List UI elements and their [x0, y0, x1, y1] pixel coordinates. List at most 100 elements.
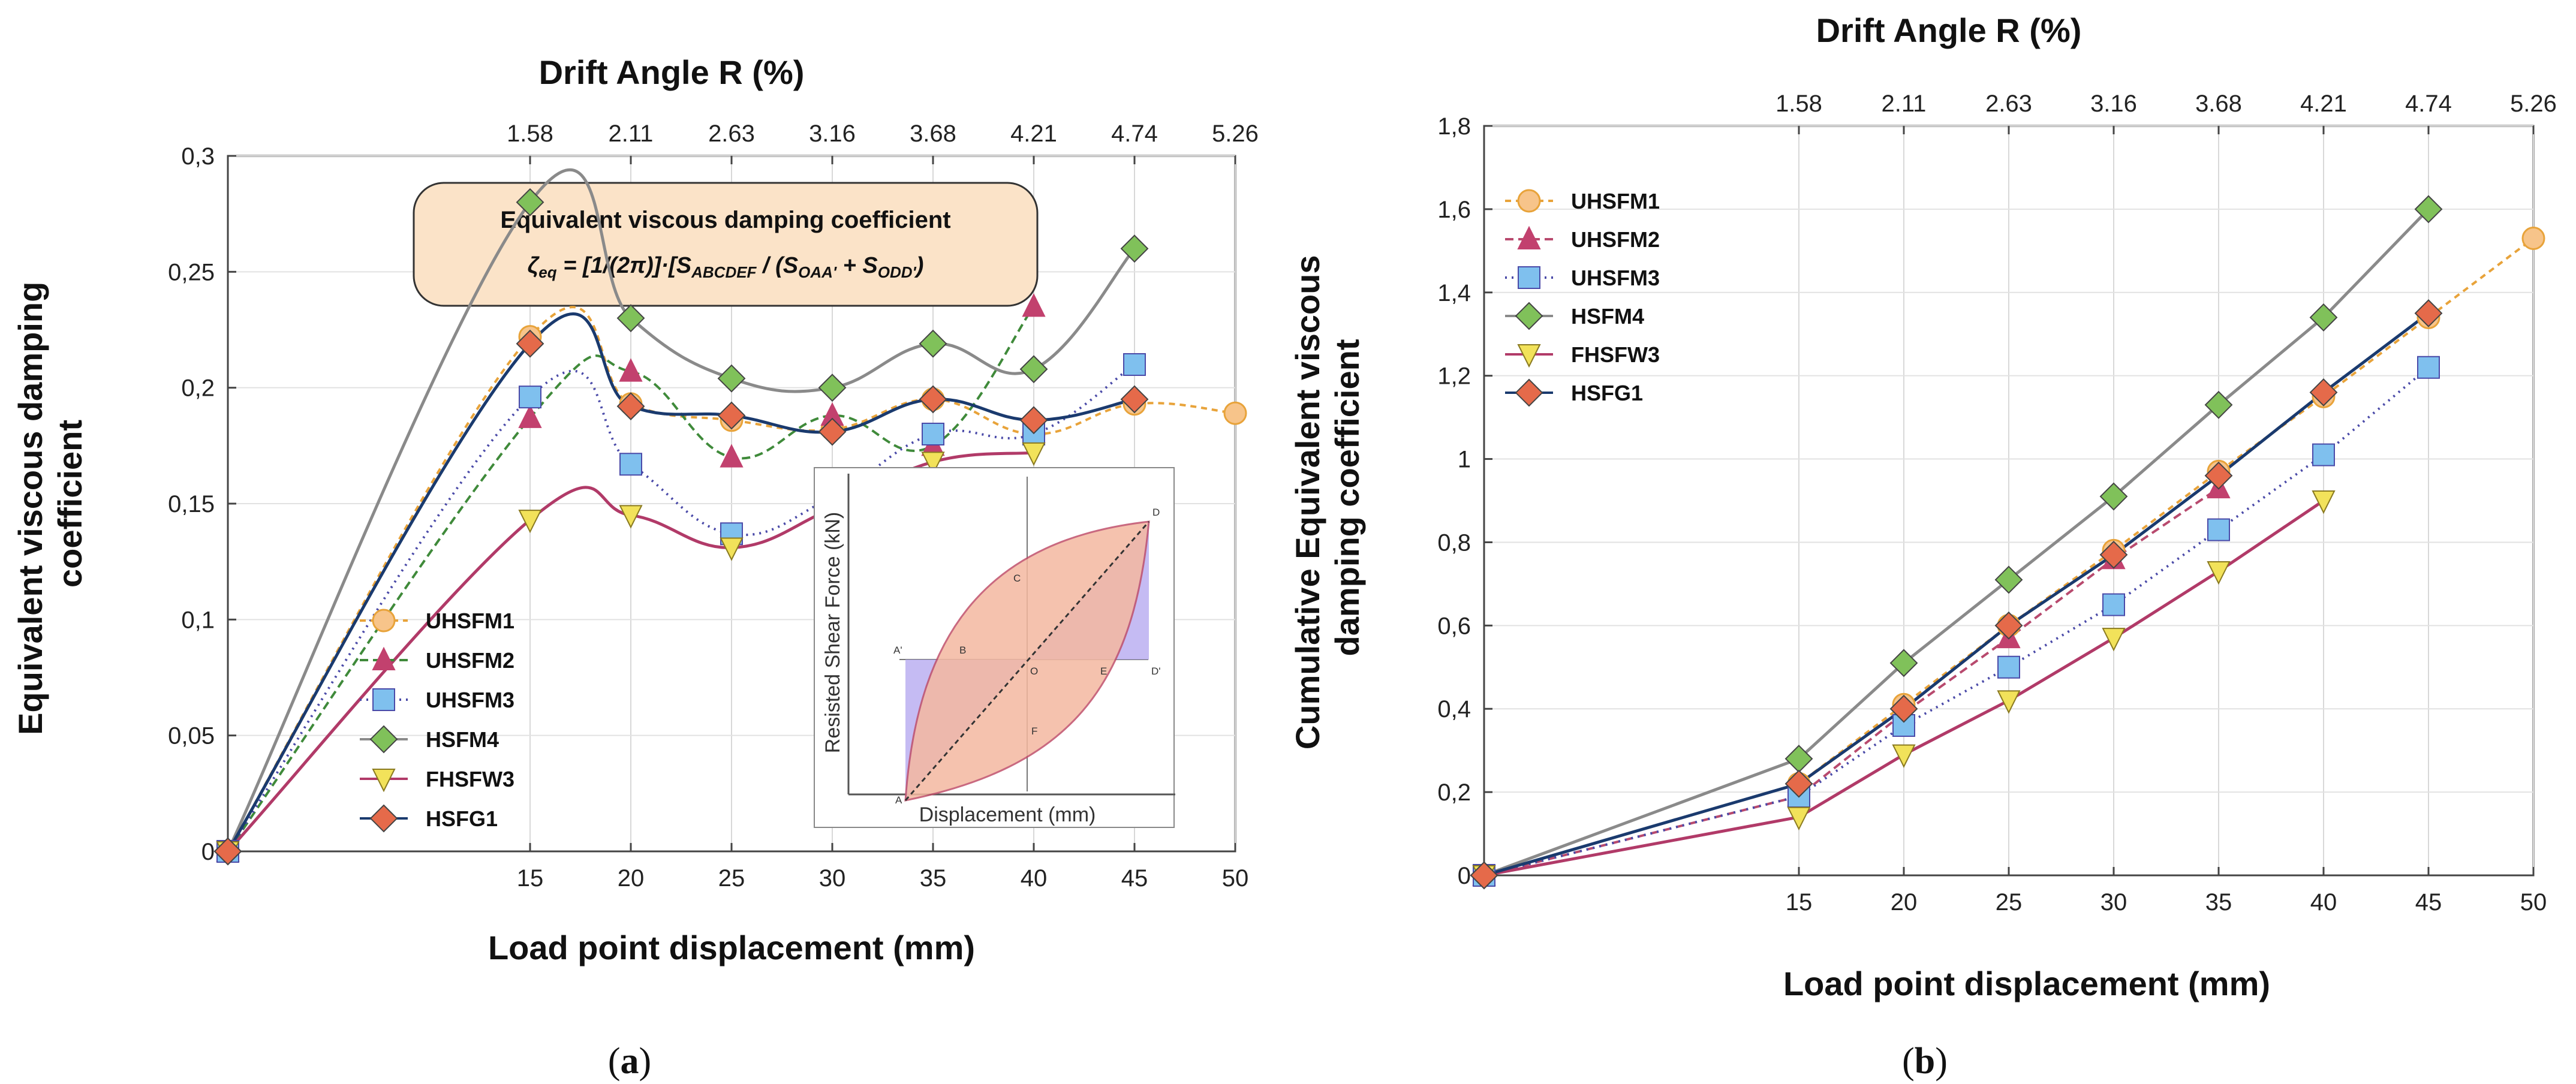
series-line-uhsfm1	[227, 306, 1236, 853]
data-point-fhsfw3	[1997, 690, 2021, 714]
y-tick-label: 0,4	[1437, 696, 1471, 722]
x-tick-label: 35	[2205, 889, 2232, 916]
x-tick-label: 40	[2310, 889, 2337, 916]
top-tick-label: 2.63	[708, 121, 755, 147]
data-point-hsfm4	[516, 188, 544, 216]
legend-label-hsfg1: HSFG1	[1571, 381, 1643, 405]
data-point-fhsfw3	[921, 451, 945, 475]
legend-marker-uhsfm3	[1518, 266, 1540, 289]
inset-x-label: Displacement (mm)	[919, 803, 1096, 826]
data-point-hsfg1	[2099, 540, 2128, 569]
y-axis-title-a-line2: coefficient	[51, 420, 89, 588]
inset-label-c: C	[1013, 573, 1021, 584]
data-point-uhsfm3	[2207, 518, 2230, 541]
x-tick-label: 45	[1121, 865, 1148, 892]
inset-label-e: E	[1100, 666, 1107, 677]
formula-end: )	[914, 253, 924, 278]
formula-title: Equivalent viscous damping coefficient	[500, 207, 950, 233]
top-tick-label: 4.74	[1111, 121, 1158, 147]
data-point-hsfm4	[2204, 390, 2233, 419]
y-tick-label: 0,3	[181, 143, 215, 170]
y-tick-label: 0,1	[181, 607, 215, 633]
data-point-hsfg1	[1889, 694, 1918, 723]
formula-plus-sub: ODD'	[878, 263, 917, 281]
data-point-fhsfw3	[619, 505, 643, 529]
formula-div: / (S	[756, 253, 798, 278]
data-point-hsfg1	[2309, 378, 2338, 406]
y-tick-label: 0,25	[168, 259, 215, 285]
top-tick-label: 4.21	[2300, 91, 2347, 117]
legend-marker-fhsfw3	[372, 769, 396, 793]
inset-label-a: A	[895, 794, 902, 806]
data-point-uhsfm3	[519, 386, 541, 409]
data-point-uhsfm2	[619, 358, 643, 382]
legend-marker-uhsfm1	[1517, 189, 1541, 213]
data-point-fhsfw3	[2312, 490, 2336, 514]
data-point-uhsfm1	[2521, 227, 2545, 250]
caption-a: (a)	[608, 1041, 651, 1082]
y-tick-label: 1,4	[1437, 280, 1471, 306]
top-tick-label: 1.58	[1775, 91, 1822, 117]
legend-label-uhsfm2: UHSFM2	[426, 648, 514, 673]
legend-marker-hsfg1	[369, 804, 398, 833]
legend-label-hsfm4: HSFM4	[426, 727, 499, 752]
y-axis-title-b-line2: damping coefficient	[1328, 339, 1366, 657]
data-point-hsfg1	[1120, 385, 1149, 414]
formula-div-sub: OAA'	[798, 263, 837, 281]
y-tick-label: 0	[1458, 863, 1471, 889]
y-tick-label: 0,6	[1437, 613, 1471, 639]
y-tick-label: 1,6	[1437, 197, 1471, 223]
series-a	[213, 168, 1247, 866]
y-tick-label: 0,2	[181, 375, 215, 402]
x-tick-label: 40	[1021, 865, 1048, 892]
caption-b: (b)	[1902, 1041, 1948, 1082]
top-tick-label: 3.68	[910, 121, 956, 147]
formula-plus: + S	[836, 253, 878, 278]
x-tick-label: 15	[1786, 889, 1813, 916]
data-point-hsfm4	[2309, 303, 2338, 332]
data-point-hsfm4	[1994, 565, 2023, 594]
inset-label-d-prime: D'	[1151, 666, 1161, 677]
data-point-fhsfw3	[2102, 628, 2126, 652]
series-line-hsfm4	[1483, 208, 2430, 877]
x-tick-label: 35	[920, 865, 947, 892]
x-tick-label: 25	[1996, 889, 2023, 916]
inset-label-a-prime: A'	[893, 645, 902, 656]
top-tick-label: 5.26	[1212, 121, 1259, 147]
data-point-fhsfw3	[2207, 561, 2231, 585]
formula-mid: = [1/(2π)]·[S	[557, 253, 691, 278]
data-point-uhsfm2	[720, 444, 744, 468]
x-tick-label: 25	[718, 865, 745, 892]
data-point-hsfm4	[2099, 482, 2128, 511]
data-point-fhsfw3	[720, 537, 744, 561]
data-point-fhsfw3	[1022, 442, 1046, 466]
formula-box	[413, 182, 1039, 307]
series-line-hsfg1	[226, 312, 1135, 853]
series-b	[1470, 195, 2545, 890]
x-tick-label: 30	[2100, 889, 2127, 916]
data-point-hsfm4	[717, 364, 746, 393]
top-tick-label: 4.74	[2405, 91, 2452, 117]
legend-a: UHSFM1 UHSFM2 UHSFM3 HSFM4 FHSFW3 HSFG1	[360, 609, 514, 833]
legend-label-uhsfm2: UHSFM2	[1571, 227, 1660, 252]
data-point-hsfg1	[516, 329, 544, 358]
formula-lhs-sub: eq	[538, 263, 556, 281]
data-point-hsfg1	[919, 385, 947, 414]
data-point-hsfm4	[1889, 649, 1918, 678]
series-line-hsfg1	[1483, 312, 2430, 877]
data-point-fhsfw3	[1787, 806, 1811, 831]
data-point-hsfm4	[818, 374, 847, 402]
x-tick-label: 15	[517, 865, 544, 892]
data-point-hsfg1	[1019, 406, 1048, 435]
y-tick-label: 0,15	[168, 491, 215, 517]
top-tick-label: 2.11	[1882, 91, 1927, 117]
data-point-hsfg1	[818, 417, 847, 446]
panel-b: 15 1.58 20 2.11 25 2.63 30 3.16 35 3.68 40 4.21 45 4.…	[1289, 11, 2557, 1082]
y-axis-title-a-line1: Equivalent viscous damping	[11, 282, 49, 735]
inset-label-b: B	[959, 645, 966, 656]
y-tick-label: 0,2	[1437, 779, 1471, 806]
data-point-hsfg1	[1470, 861, 1498, 890]
legend-b: UHSFM1 UHSFM2 UHSFM3 HSFM4 FHSFW3 HSFG1	[1505, 189, 1660, 407]
ticks-b: 15 1.58 20 2.11 25 2.63 30 3.16 35 3.68 40 4.21 45 4.…	[1437, 91, 2557, 916]
inset-diagonal	[904, 521, 1150, 801]
